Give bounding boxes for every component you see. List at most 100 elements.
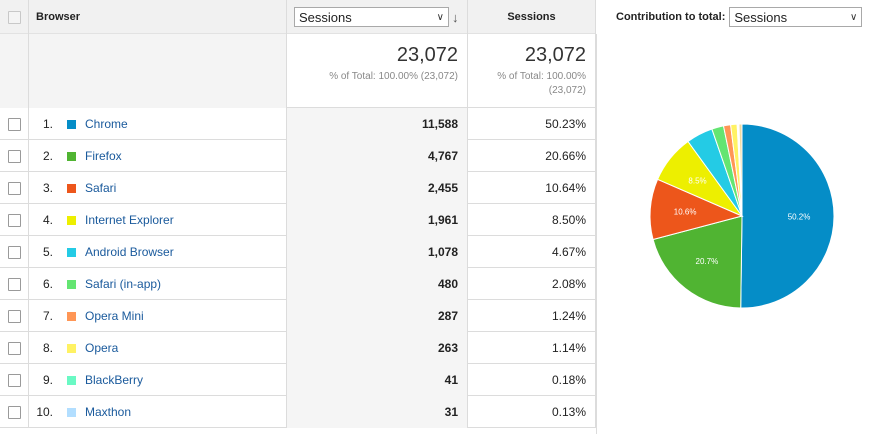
browser-link[interactable]: Internet Explorer (85, 213, 174, 227)
row-pct: 0.18% (468, 364, 596, 396)
legend-swatch (67, 407, 76, 417)
table-row: 5. Android Browser 1,078 4.67% (0, 236, 596, 268)
total-sessions-value: 23,072 (396, 44, 458, 66)
row-browser-cell: 10. Maxthon (29, 396, 287, 428)
row-checkbox[interactable] (7, 245, 21, 259)
row-check-cell (0, 364, 29, 396)
row-check-cell (0, 204, 29, 236)
row-browser-cell: 2. Firefox (29, 140, 287, 172)
table-row: 1. Chrome 11,588 50.23% (0, 108, 596, 140)
contribution-label: Contribution to total: (616, 11, 726, 23)
row-browser-cell: 4. Internet Explorer (29, 204, 287, 236)
row-checkbox[interactable] (7, 277, 21, 291)
pie-slice-label: 50.2% (788, 212, 811, 221)
row-index: 6. (42, 277, 53, 291)
row-browser-cell: 9. BlackBerry (29, 364, 287, 396)
legend-swatch (67, 119, 76, 129)
row-checkbox[interactable] (7, 213, 21, 227)
chevron-down-icon: ∨ (850, 11, 858, 23)
row-sessions: 1,078 (287, 236, 468, 268)
row-index: 4. (42, 213, 53, 227)
pie-slice[interactable] (652, 215, 743, 309)
browser-header-label: Browser (36, 11, 81, 23)
row-index: 8. (42, 341, 53, 355)
contribution-header: Contribution to total: Sessions ∨ (596, 0, 889, 34)
arrow-down-icon[interactable]: ↓ (452, 9, 459, 25)
row-checkbox[interactable] (7, 117, 21, 131)
row-pct: 10.64% (468, 172, 596, 204)
browser-link[interactable]: BlackBerry (85, 373, 144, 387)
pie-slice-label: 20.7% (696, 257, 719, 266)
row-check-cell (0, 268, 29, 300)
row-checkbox[interactable] (7, 341, 21, 355)
metric-header: Sessions ∨ ↓ (287, 0, 468, 34)
row-checkbox[interactable] (7, 405, 21, 419)
row-check-cell (0, 236, 29, 268)
legend-swatch (67, 343, 76, 353)
table-row: 2. Firefox 4,767 20.66% (0, 140, 596, 172)
row-pct: 50.23% (468, 108, 596, 140)
row-check-cell (0, 108, 29, 140)
browser-link[interactable]: Android Browser (85, 245, 174, 259)
legend-swatch (67, 215, 76, 225)
table-row: 7. Opera Mini 287 1.24% (0, 300, 596, 332)
select-all-cell (0, 0, 29, 34)
sessions-pct-header[interactable]: Sessions (468, 0, 596, 34)
row-index: 5. (42, 245, 53, 259)
totals-sessions-cell: 23,072 % of Total: 100.00% (23,072) (287, 34, 468, 108)
row-sessions: 287 (287, 300, 468, 332)
totals-browser-cell (29, 34, 287, 108)
row-check-cell (0, 140, 29, 172)
row-checkbox[interactable] (7, 373, 21, 387)
row-sessions: 263 (287, 332, 468, 364)
metric-select[interactable]: Sessions ∨ (294, 7, 449, 27)
contribution-pie-chart: 50.2% 20.7% 10.6% 8.5% (649, 123, 835, 309)
total-pct-subtext-2: (23,072) (548, 85, 586, 96)
table-header: Browser Sessions ∨ ↓ Sessions Contributi… (0, 0, 889, 34)
browser-link[interactable]: Maxthon (85, 405, 132, 419)
pie-slice-label: 10.6% (674, 208, 697, 217)
row-checkbox[interactable] (7, 181, 21, 195)
row-index: 7. (42, 309, 53, 323)
row-check-cell (0, 332, 29, 364)
browser-link[interactable]: Opera (85, 341, 119, 355)
legend-swatch (67, 183, 76, 193)
contribution-select-value: Sessions (734, 9, 788, 25)
select-all-checkbox[interactable] (7, 10, 21, 24)
browser-header[interactable]: Browser (29, 0, 287, 34)
row-index: 3. (42, 181, 53, 195)
browser-link[interactable]: Opera Mini (85, 309, 144, 323)
row-browser-cell: 1. Chrome (29, 108, 287, 140)
table-row: 8. Opera 263 1.14% (0, 332, 596, 364)
legend-swatch (67, 247, 76, 257)
row-sessions: 480 (287, 268, 468, 300)
row-index: 9. (42, 373, 53, 387)
row-sessions: 2,455 (287, 172, 468, 204)
browser-link[interactable]: Safari (85, 181, 117, 195)
pie-slice-label: 8.5% (688, 176, 706, 185)
contribution-select[interactable]: Sessions ∨ (729, 7, 863, 27)
total-sessions-subtext: % of Total: 100.00% (23,072) (329, 71, 458, 82)
totals-check-cell (0, 34, 29, 108)
browser-link[interactable]: Chrome (85, 117, 128, 131)
row-index: 1. (42, 117, 53, 131)
row-browser-cell: 5. Android Browser (29, 236, 287, 268)
browser-link[interactable]: Firefox (85, 149, 122, 163)
row-checkbox[interactable] (7, 149, 21, 163)
sessions-pct-header-label: Sessions (507, 11, 556, 23)
pie-slice[interactable] (738, 123, 743, 217)
browser-link[interactable]: Safari (in-app) (85, 277, 162, 291)
row-checkbox[interactable] (7, 309, 21, 323)
row-pct: 1.14% (468, 332, 596, 364)
row-pct: 4.67% (468, 236, 596, 268)
row-pct: 2.08% (468, 268, 596, 300)
row-pct: 20.66% (468, 140, 596, 172)
chevron-down-icon: ∨ (436, 11, 444, 23)
contribution-panel: 50.2% 20.7% 10.6% 8.5% (596, 34, 889, 434)
row-sessions: 41 (287, 364, 468, 396)
row-browser-cell: 7. Opera Mini (29, 300, 287, 332)
row-check-cell (0, 300, 29, 332)
row-sessions: 4,767 (287, 140, 468, 172)
pie-slice[interactable] (740, 123, 835, 309)
